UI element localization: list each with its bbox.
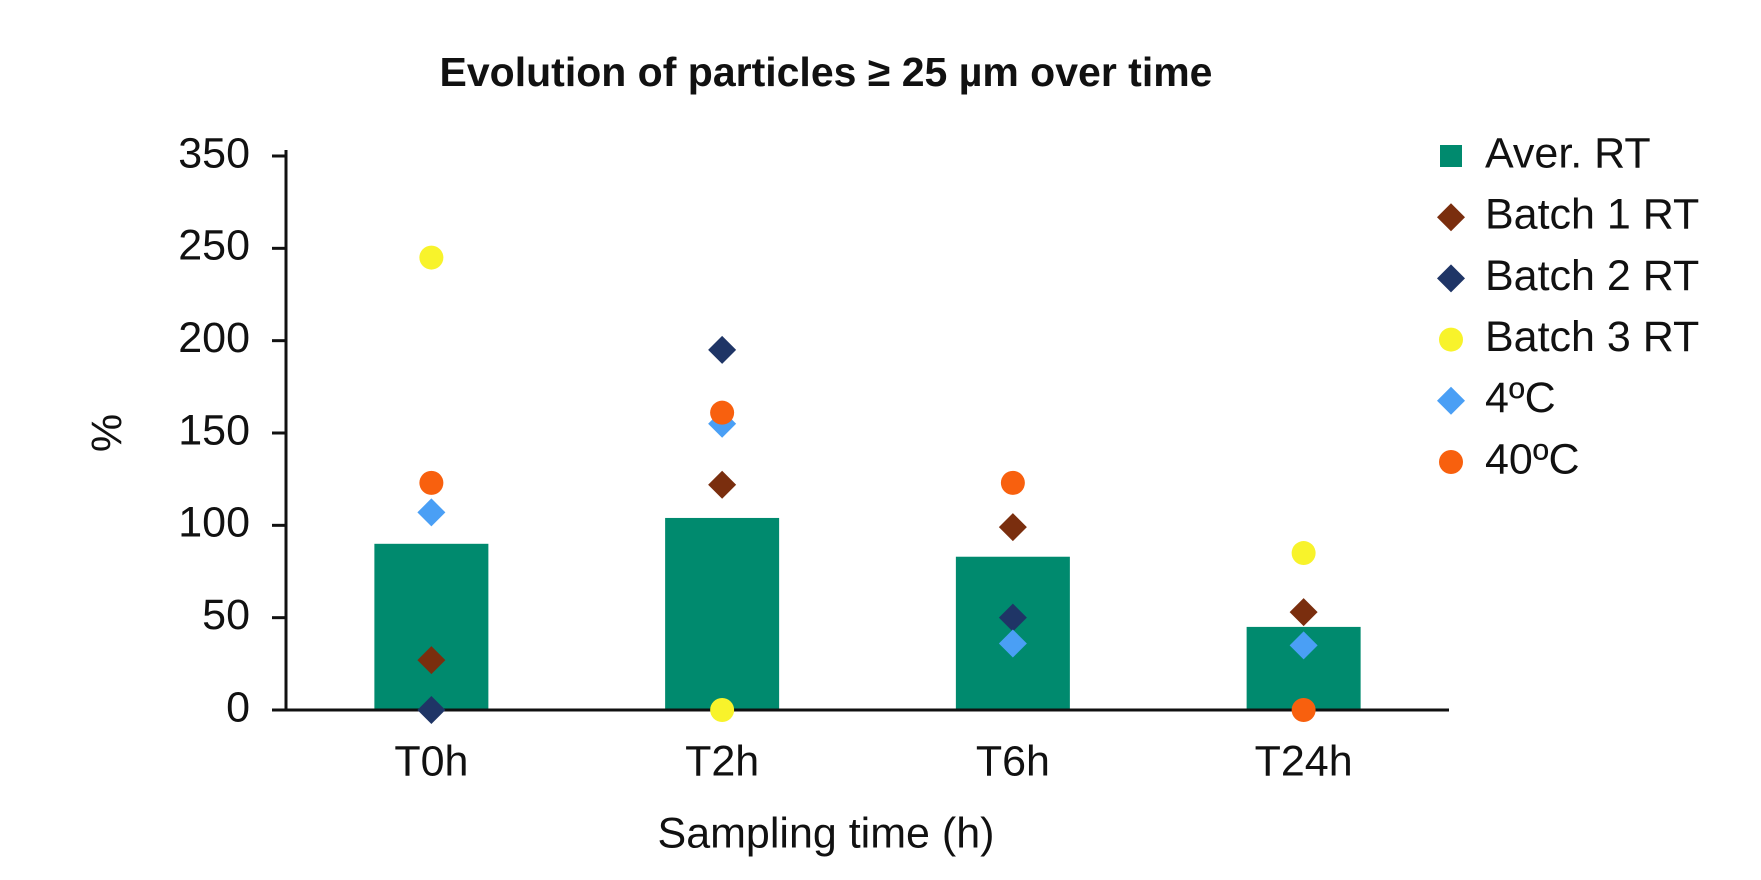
legend-label: Aver. RT	[1485, 129, 1651, 177]
x-tick-label: T24h	[1255, 737, 1353, 785]
diamond-marker	[708, 470, 737, 499]
x-axis-label: Sampling time (h)	[658, 809, 995, 857]
y-tick-label: 100	[178, 499, 250, 547]
chart-title: Evolution of particles ≥ 25 µm over time	[440, 49, 1213, 95]
x-tick-label: T2h	[685, 737, 759, 785]
legend-marker	[1439, 327, 1463, 352]
circle-marker	[1291, 698, 1316, 722]
bar	[374, 543, 489, 710]
diamond-marker	[998, 603, 1027, 632]
circle-marker	[1291, 541, 1316, 566]
legend-marker	[1439, 450, 1463, 474]
circle-marker	[1000, 470, 1025, 495]
legend-label: 4ºC	[1485, 374, 1556, 422]
y-tick-label: 150	[178, 406, 250, 454]
legend-marker	[1437, 203, 1465, 232]
diamond-marker	[417, 646, 446, 675]
y-tick-label: 50	[202, 591, 250, 639]
diamond-marker	[708, 335, 737, 364]
circle-marker	[710, 698, 735, 722]
y-axis-label: %	[83, 414, 131, 452]
circle-marker	[419, 245, 444, 270]
y-tick-label: 350	[178, 129, 250, 177]
circle-marker	[710, 400, 735, 425]
circle-marker	[419, 470, 444, 495]
legend-label: Batch 2 RT	[1485, 252, 1699, 300]
diamond-marker	[1289, 631, 1318, 660]
y-tick-label: 250	[178, 222, 250, 270]
diamond-marker	[1289, 598, 1318, 627]
diamond-marker	[417, 696, 446, 724]
x-tick-label: T0h	[394, 737, 468, 785]
legend-marker	[1437, 386, 1465, 415]
legend-marker	[1440, 145, 1462, 167]
legend-label: Batch 3 RT	[1485, 313, 1699, 361]
diamond-marker	[998, 513, 1027, 542]
y-tick-label: 0	[226, 683, 250, 731]
legend-label: Batch 1 RT	[1485, 191, 1699, 239]
diamond-marker	[417, 498, 446, 527]
diamond-marker	[998, 629, 1027, 658]
legend-marker	[1437, 264, 1465, 293]
legend-label: 40ºC	[1485, 435, 1580, 483]
y-tick-label: 200	[178, 314, 250, 362]
x-tick-label: T6h	[976, 737, 1050, 785]
bar	[665, 517, 780, 710]
